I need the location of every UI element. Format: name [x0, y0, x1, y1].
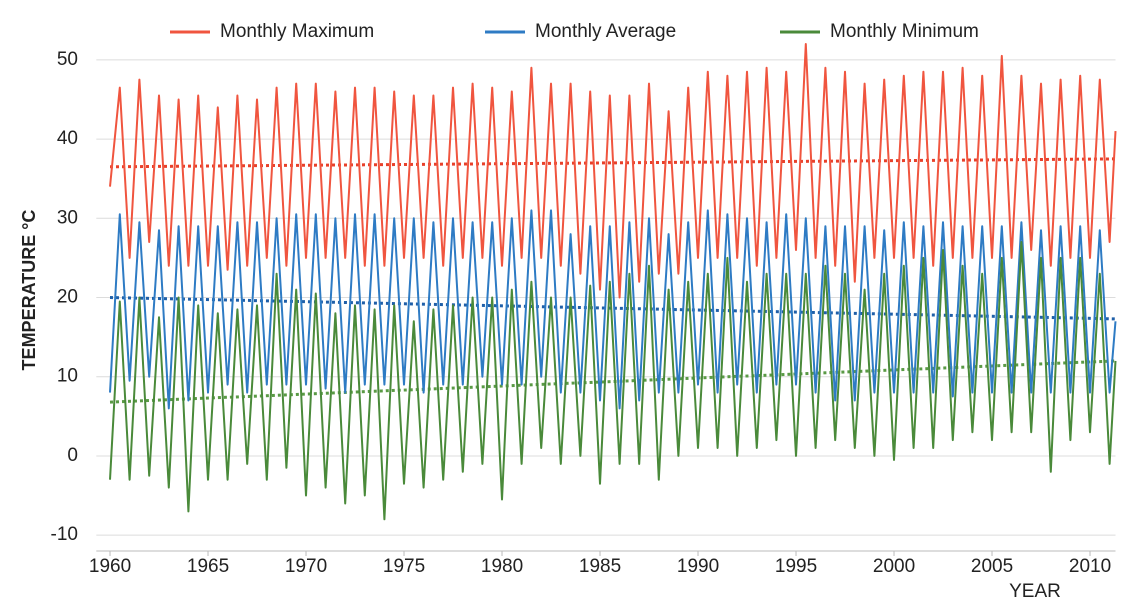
series-line [109, 241, 1117, 521]
x-tick-label: 1990 [677, 556, 719, 577]
x-tick-label: 1980 [481, 556, 523, 577]
x-tick-label: 1960 [89, 556, 131, 577]
legend-label: Monthly Average [535, 21, 676, 42]
legend-label: Monthly Maximum [220, 21, 374, 42]
x-tick-label: 1970 [285, 556, 327, 577]
y-tick-label: 50 [57, 49, 78, 70]
x-tick-label: 2010 [1069, 556, 1111, 577]
x-tick-label: 2000 [873, 556, 915, 577]
x-tick-label: 1995 [775, 556, 817, 577]
y-tick-label: 20 [57, 287, 78, 308]
y-tick-label: -10 [51, 524, 78, 545]
y-tick-label: 10 [57, 366, 78, 387]
x-tick-label: 1985 [579, 556, 621, 577]
x-axis-label: YEAR [1009, 581, 1061, 602]
x-tick-label: 2005 [971, 556, 1013, 577]
series-line [109, 43, 1117, 299]
x-tick-label: 1975 [383, 556, 425, 577]
series-line [109, 209, 1117, 410]
y-tick-label: 30 [57, 207, 78, 228]
y-axis-label: TEMPERATURE °C [19, 210, 39, 371]
legend-label: Monthly Minimum [830, 21, 979, 42]
x-tick-label: 1965 [187, 556, 229, 577]
y-tick-label: 40 [57, 128, 78, 149]
y-tick-label: 0 [67, 445, 78, 466]
